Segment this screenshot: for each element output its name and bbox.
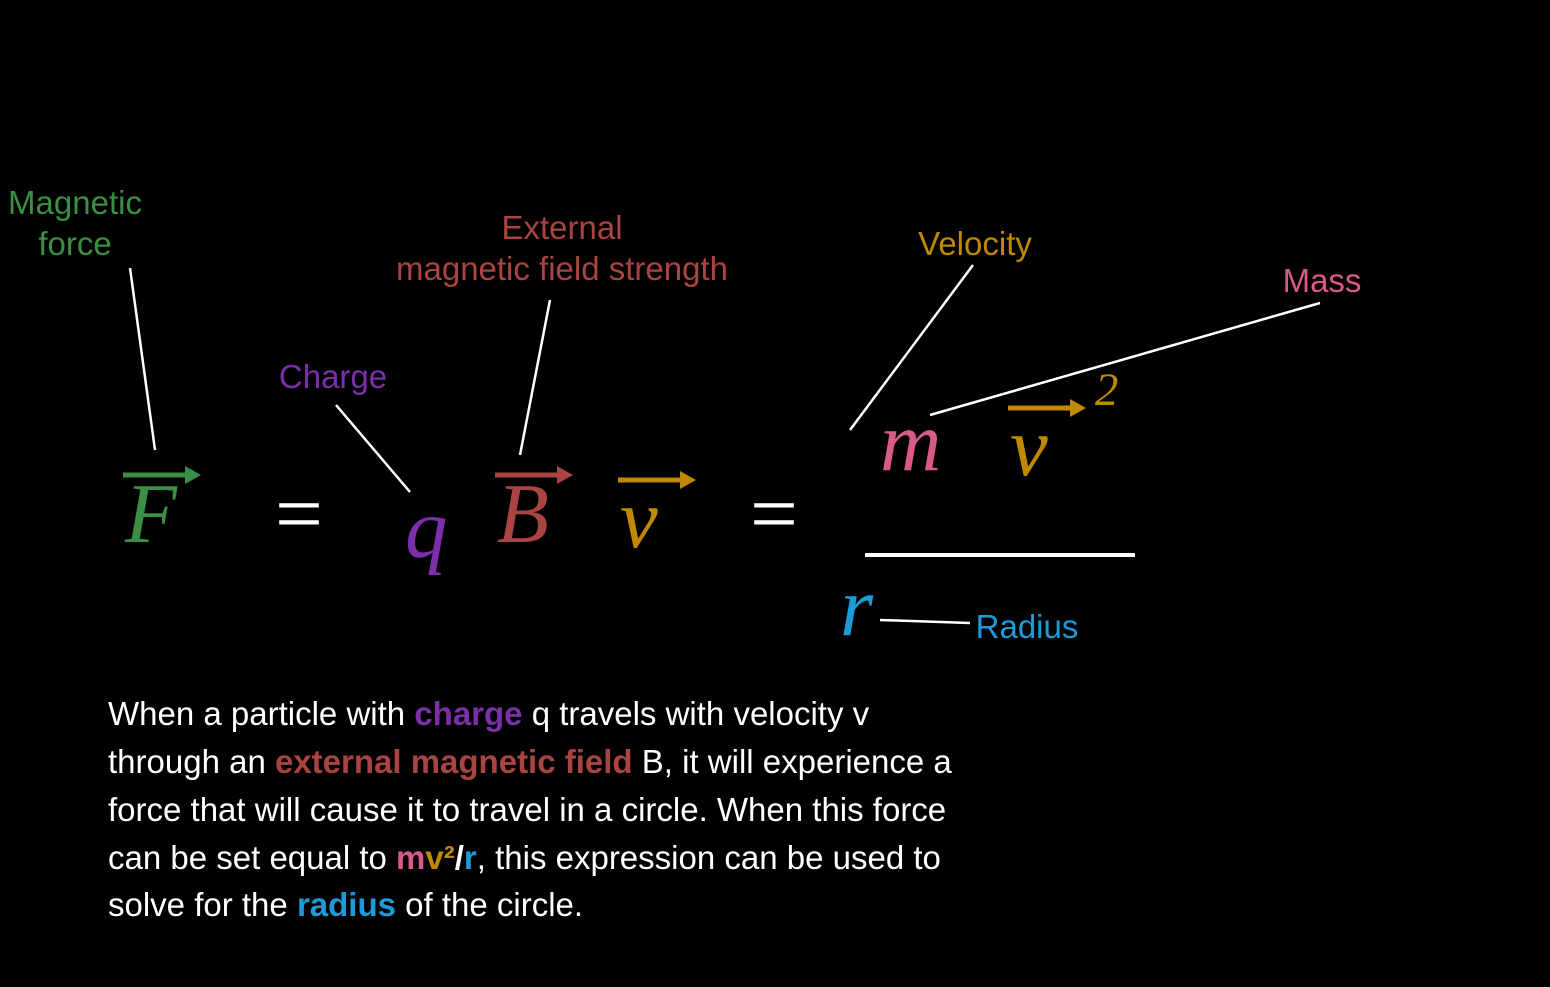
symbol-F: F: [125, 465, 177, 563]
symbol-v2: v: [1010, 398, 1048, 496]
symbol-eq2: =: [750, 465, 798, 563]
symbol-v: v: [620, 470, 658, 568]
symbol-q: q: [405, 480, 448, 578]
symbol-B: B: [497, 465, 549, 563]
annotation-mass: Mass: [1283, 260, 1362, 301]
annotation-magnetic-force: Magnetic force: [8, 182, 142, 265]
annotation-charge: Charge: [279, 356, 387, 397]
diagram-canvas: Magnetic force External magnetic field s…: [0, 0, 1550, 987]
symbol-eq1: =: [275, 465, 323, 563]
annotation-velocity: Velocity: [918, 223, 1032, 264]
annotation-magnetic-field: External magnetic field strength: [396, 207, 728, 290]
description-text: When a particle with charge q travels wi…: [108, 690, 1408, 929]
symbol-r: r: [840, 558, 873, 656]
symbol-v2-sq: 2: [1095, 363, 1118, 417]
symbol-m: m: [880, 393, 941, 491]
annotation-radius: Radius: [976, 606, 1079, 647]
